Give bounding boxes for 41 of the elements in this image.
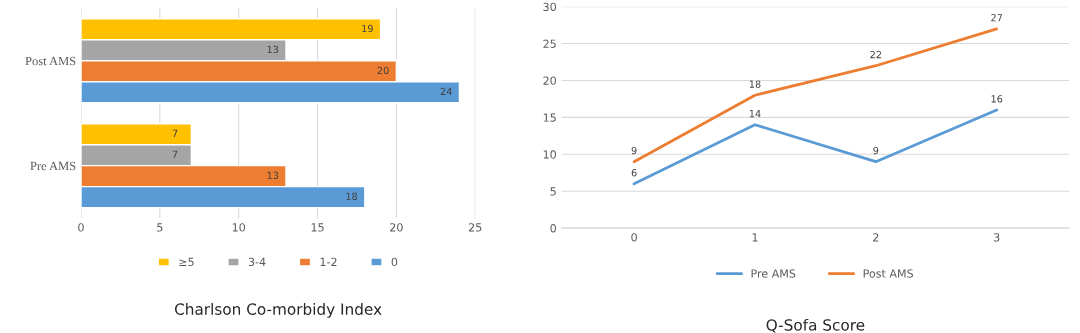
data-label: 7	[172, 129, 178, 137]
y-tick-label: 20	[543, 76, 556, 85]
legend-label: 0	[391, 257, 398, 267]
data-label: 19	[362, 24, 373, 33]
data-label: 9	[631, 146, 637, 155]
x-tick-label: 0	[631, 233, 637, 242]
data-label: 18	[749, 80, 761, 88]
y-tick-label: 5	[550, 187, 556, 196]
data-label: 7	[172, 150, 178, 158]
y-tick-label: 10	[543, 150, 556, 159]
data-label: 13	[267, 171, 279, 179]
y-tick-label: 25	[543, 39, 556, 48]
data-label: 16	[991, 95, 1003, 103]
legend-label: 1-2	[320, 257, 337, 266]
line-series	[632, 108, 999, 186]
legend-label: Pre AMS	[751, 269, 796, 278]
data-label: 6	[631, 169, 637, 177]
data-label: 24	[440, 87, 452, 95]
data-label: 18	[346, 192, 358, 200]
legend-label: 3-4	[248, 257, 266, 267]
data-label: 13	[267, 45, 279, 54]
x-tick-label: 0	[78, 223, 84, 232]
x-tick-label: 20	[390, 223, 403, 232]
x-tick-label: 5	[157, 223, 163, 232]
x-tick-label: 10	[232, 223, 246, 232]
data-label: 22	[870, 50, 882, 59]
text: Charlson Co-morbidy Index	[174, 303, 382, 318]
legend-label: Post AMS	[863, 269, 913, 278]
data-label: 14	[749, 110, 761, 118]
x-tick-label: 15	[311, 223, 324, 232]
x-tick-label: 25	[468, 223, 482, 232]
data-label: 27	[991, 14, 1003, 22]
y-tick-label: 30	[543, 2, 556, 12]
text: Q-Sofa Score	[766, 318, 865, 333]
x-tick-label: 1	[752, 233, 758, 242]
x-tick-label: 2	[873, 233, 879, 242]
x-tick-label: 3	[994, 233, 1000, 242]
data-label: 20	[377, 66, 389, 75]
data-label: 9	[873, 146, 879, 155]
y-tick-label: 15	[543, 113, 556, 122]
legend-label: ≥5	[179, 257, 194, 267]
